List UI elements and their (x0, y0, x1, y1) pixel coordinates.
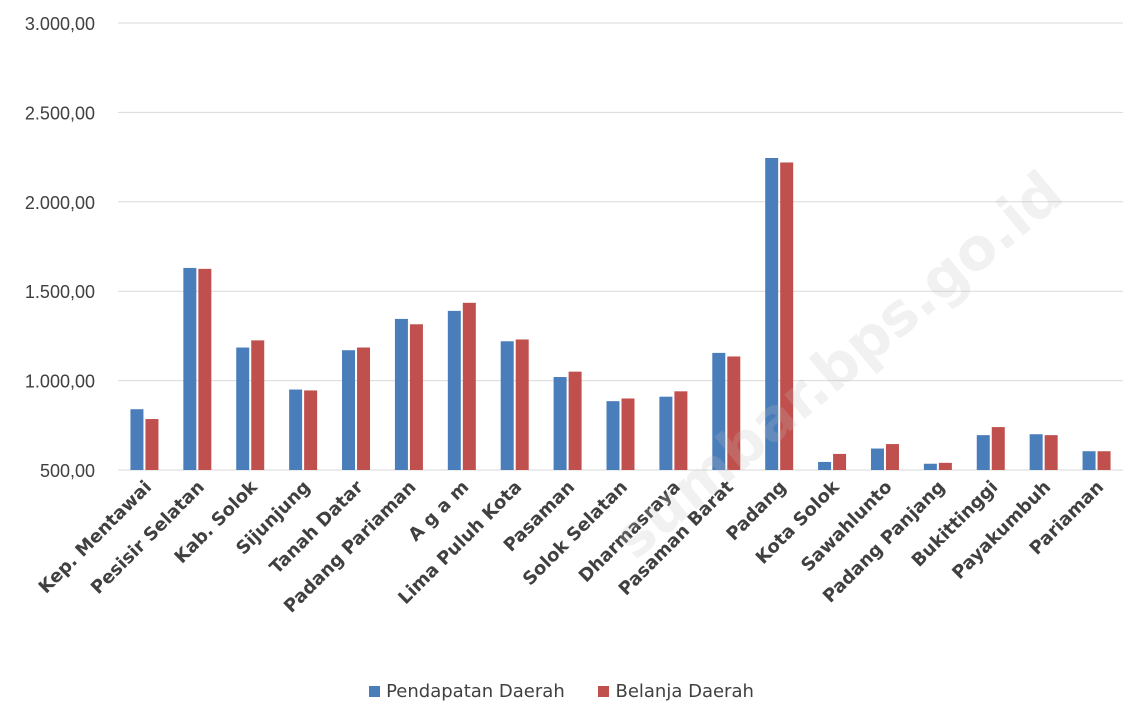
bar-belanja (357, 347, 371, 470)
bar-belanja (304, 390, 318, 470)
bar-belanja (938, 462, 952, 470)
legend-item-belanja: Belanja Daerah (598, 680, 754, 702)
bar-belanja (515, 339, 529, 470)
bar-pendapatan (553, 377, 567, 470)
bar-belanja (1044, 435, 1058, 470)
y-tick-label: 500,00 (40, 461, 95, 481)
y-tick-label: 2.000,00 (25, 193, 95, 213)
legend-swatch-pendapatan (369, 685, 381, 697)
legend-item-pendapatan: Pendapatan Daerah (369, 681, 565, 702)
bar-belanja (621, 398, 635, 470)
bar-pendapatan (500, 341, 514, 470)
y-tick-label: 2.500,00 (25, 103, 95, 123)
bar-pendapatan (976, 435, 990, 470)
bar-pendapatan (870, 448, 884, 470)
bar-belanja (780, 162, 794, 471)
bar-belanja (145, 419, 159, 470)
legend: Pendapatan Daerah Belanja Daerah (0, 680, 1123, 702)
bar-belanja (568, 371, 582, 470)
bar-pendapatan (342, 350, 356, 470)
bar-pendapatan (659, 396, 673, 470)
bar-pendapatan (236, 347, 250, 470)
bar-belanja (727, 356, 741, 470)
bar-belanja (409, 324, 423, 470)
bar-belanja (198, 268, 212, 470)
bar-pendapatan (447, 310, 461, 470)
bar-belanja (833, 453, 847, 470)
bar-pendapatan (289, 389, 303, 470)
bar-pendapatan (923, 463, 937, 470)
bar-belanja (1097, 451, 1111, 470)
bar-belanja (251, 340, 265, 470)
bar-pendapatan (183, 267, 197, 470)
bar-pendapatan (712, 352, 726, 470)
legend-swatch-belanja (598, 685, 610, 697)
legend-label-pendapatan: Pendapatan Daerah (386, 680, 565, 702)
y-tick-label: 1.000,00 (25, 372, 95, 392)
bar-pendapatan (394, 318, 408, 470)
legend-label-belanja: Belanja Daerah (615, 680, 754, 702)
bar-pendapatan (130, 409, 144, 470)
bar-belanja (991, 427, 1005, 470)
bar-pendapatan (1029, 434, 1043, 470)
x-tick-label: Sawahlunto (797, 477, 896, 576)
bar-pendapatan (606, 401, 620, 470)
x-tick-label: Tanah Datar (266, 477, 368, 579)
y-tick-label: 3.000,00 (25, 14, 95, 34)
bar-chart: 500,00 1.000,00 1.500,00 2.000,00 2.500,00 3.… (25, 14, 1123, 617)
bar-belanja (462, 302, 476, 470)
bar-pendapatan (818, 461, 832, 470)
bar-belanja (674, 391, 688, 470)
y-tick-label: 1.500,00 (25, 282, 95, 302)
bar-pendapatan (1082, 451, 1096, 470)
bar-pendapatan (765, 157, 779, 470)
bar-belanja (885, 444, 899, 470)
